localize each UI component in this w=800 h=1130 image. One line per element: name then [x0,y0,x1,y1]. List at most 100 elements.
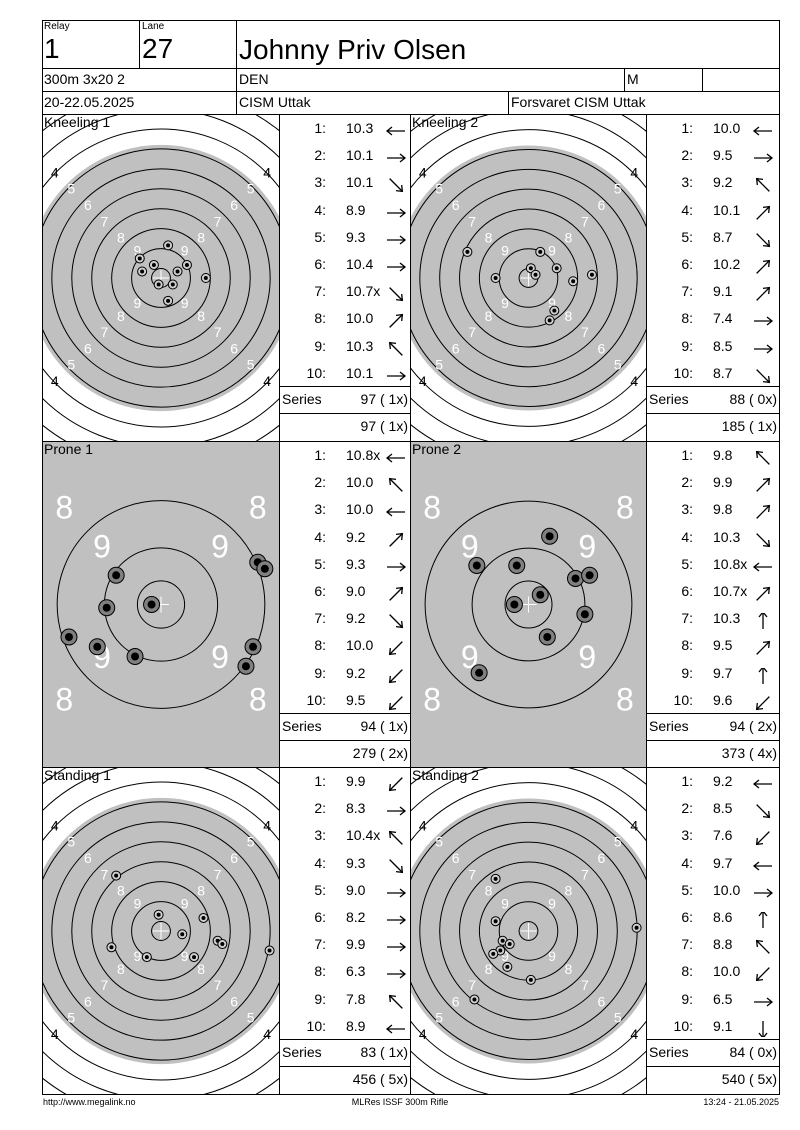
svg-text:7: 7 [581,213,589,229]
svg-text:5: 5 [67,181,75,197]
shot-row: 9: 9.2 [280,660,410,687]
shot-row: 5: 10.0 [647,877,779,904]
direction-arrow-icon [751,203,775,220]
svg-text:7: 7 [100,977,108,993]
shot-row: 3: 9.8 [647,496,779,523]
athlete-name: Johnny Priv Olsen [239,34,467,65]
shot-hole [172,266,183,277]
svg-text:9: 9 [134,243,142,259]
svg-text:7: 7 [581,324,589,340]
shot-row: 10: 8.9 [280,1013,410,1040]
svg-text:9: 9 [548,243,556,259]
svg-text:6: 6 [452,340,460,356]
series-title: Standing 1 [44,768,111,783]
shot-hole [153,279,164,290]
svg-text:9: 9 [181,243,189,259]
shot-number: 1: [681,773,693,789]
shot-value: 10.7x [346,283,381,300]
shot-row: 5: 10.8x [647,551,779,578]
direction-arrow-icon [751,557,775,573]
shot-value: 9.9 [346,773,366,789]
svg-text:4: 4 [263,373,271,389]
shot-row: 8: 10.0 [280,632,410,659]
cumulative-total: 185 ( 1x) [721,418,777,434]
shot-value: 8.2 [346,909,366,925]
direction-arrow-icon [384,1019,408,1035]
svg-text:9: 9 [501,896,509,912]
direction-arrow-icon [751,311,775,327]
svg-text:8: 8 [55,681,73,717]
svg-text:8: 8 [197,308,205,324]
shot-row: 7: 9.9 [280,931,410,958]
svg-text:6: 6 [597,340,605,356]
shot-row: 3: 10.1 [280,169,410,196]
shot-value: 9.2 [346,664,366,681]
svg-text:9: 9 [578,639,596,675]
shot-number: 9: [314,990,326,1007]
target-face: 8 88 89 99 9 [411,442,646,767]
shot-number: 6: [314,256,326,272]
svg-text:5: 5 [614,357,622,373]
direction-arrow-icon [384,666,408,683]
svg-text:6: 6 [84,340,92,356]
svg-text:5: 5 [67,357,75,373]
shot-hole [541,527,559,545]
shot-hole [153,909,164,920]
direction-arrow-icon [384,148,408,164]
svg-text:8: 8 [616,490,634,526]
shot-value: 8.8 [713,936,733,953]
svg-text:4: 4 [263,164,271,180]
svg-text:6: 6 [84,850,92,866]
shot-number: 2: [681,474,693,491]
shot-number: 1: [681,447,693,463]
shot-hole [490,273,501,283]
svg-text:8: 8 [565,961,573,977]
shot-number: 2: [314,800,326,817]
direction-arrow-icon [751,257,775,274]
svg-text:6: 6 [452,197,460,213]
direction-arrow-icon [751,693,775,710]
svg-text:8: 8 [197,230,205,246]
shot-value: 8.6 [713,909,733,925]
shot-value: 9.5 [713,147,733,164]
series-label: Series [649,718,689,734]
svg-text:7: 7 [214,213,222,229]
svg-text:8: 8 [616,681,634,717]
direction-arrow-icon [384,611,408,629]
shot-hole [551,263,562,274]
shot-hole [470,664,488,682]
shot-hole [198,912,209,923]
direction-arrow-icon [384,530,408,547]
svg-text:9: 9 [501,948,509,964]
series-label: Series [282,718,322,734]
footer-url[interactable]: http://www.megalink.no [43,1097,136,1107]
svg-text:9: 9 [181,295,189,311]
shot-value: 9.3 [346,854,366,871]
cumulative-total: 279 ( 2x) [352,745,408,761]
shot-hole [244,638,262,656]
shot-row: 2: 10.1 [280,142,410,169]
shot-row: 7: 9.1 [647,278,779,305]
svg-text:5: 5 [435,834,443,850]
shot-row: 7: 10.3 [647,605,779,632]
event-name: 300m 3x20 2 [44,71,125,87]
shot-value: 9.7 [713,854,733,871]
series-total: 84 ( 0x) [729,1044,777,1060]
series-title: Kneeling 2 [412,115,479,130]
shot-row: 2: 9.9 [647,469,779,496]
shot-value: 10.3 [713,528,741,545]
shot-hole [167,279,178,290]
direction-arrow-icon [751,475,775,493]
shot-value: 10.0 [346,474,374,491]
svg-text:6: 6 [230,850,238,866]
shot-value: 9.7 [713,664,733,681]
shot-value: 10.4 [346,256,374,272]
svg-text:8: 8 [423,681,441,717]
svg-text:8: 8 [197,883,205,899]
shot-number: 6: [681,583,693,599]
shot-number: 6: [681,256,693,272]
svg-text:5: 5 [435,357,443,373]
svg-text:4: 4 [630,164,638,180]
shot-hole [107,566,125,584]
shot-number: 4: [681,528,693,545]
